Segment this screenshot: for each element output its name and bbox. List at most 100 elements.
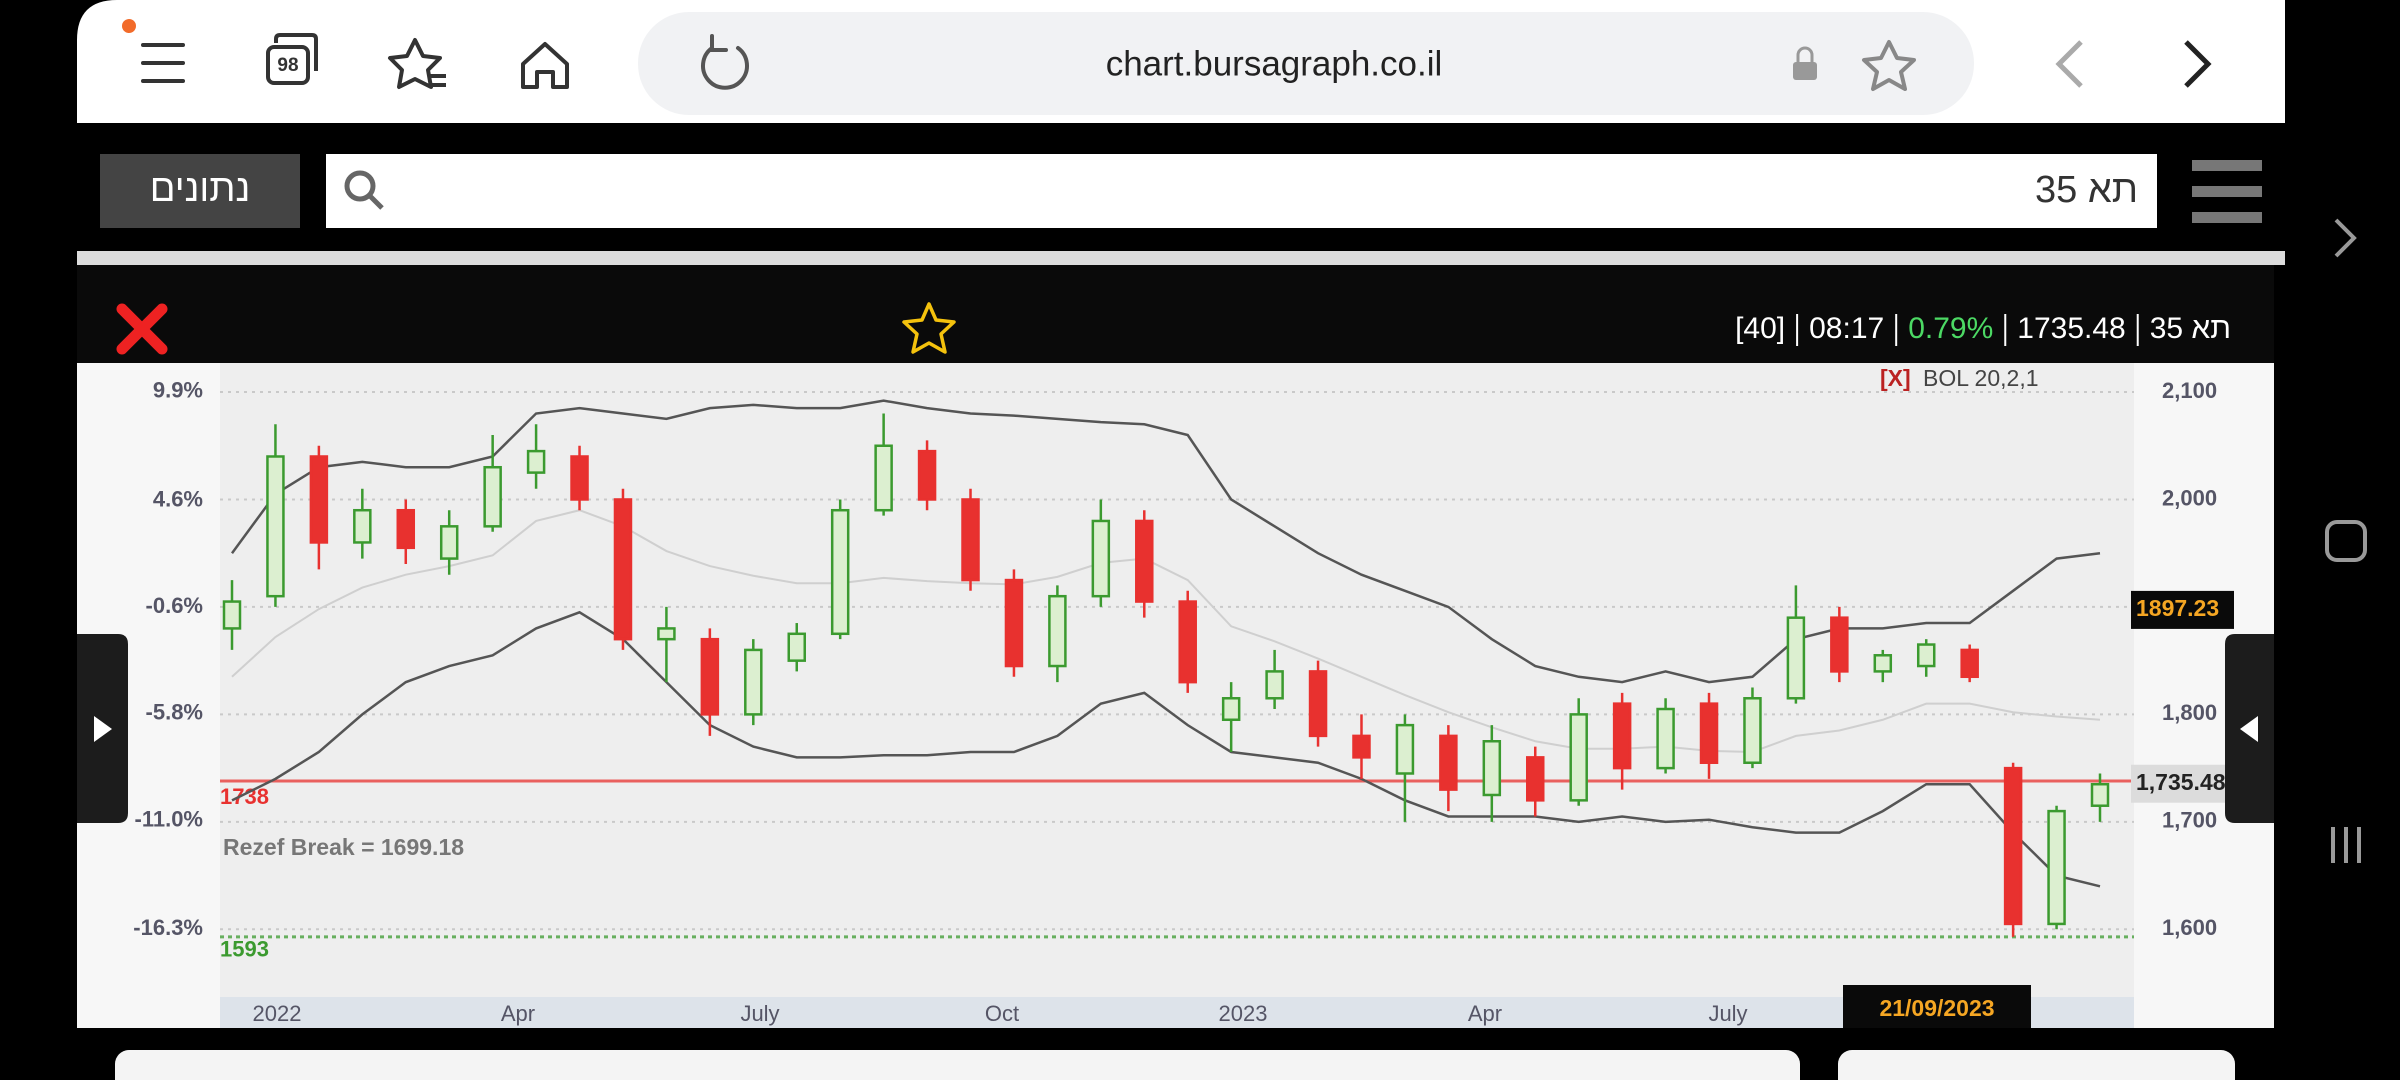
close-chart[interactable]: [116, 303, 168, 355]
indicator-label: BOL 20,2,1: [1923, 365, 2039, 391]
y-tick-label: 2,000: [2162, 485, 2217, 510]
candle-body: [396, 508, 416, 550]
candle-body: [1916, 643, 1936, 668]
quote-change: 0.79%: [1908, 312, 1993, 345]
candle-body: [1048, 594, 1067, 668]
candle-body: [657, 627, 676, 641]
candle-body: [1743, 697, 1762, 764]
candle-body: [917, 449, 937, 501]
favorite-star[interactable]: [902, 302, 956, 354]
cursor-date-box: [1843, 985, 2031, 1028]
quote-time: 08:17: [1809, 312, 1884, 345]
right-tab-arrow: [2240, 716, 2258, 742]
x-tick-label: Apr: [501, 1001, 535, 1026]
candle-body: [1960, 648, 1979, 679]
system-recents[interactable]: [2331, 827, 2361, 863]
left-tab-arrow: [94, 716, 112, 742]
x-tick-label: July: [1708, 1001, 1747, 1026]
back-button[interactable]: [2055, 40, 2083, 88]
y2-tick-label: 9.9%: [153, 378, 203, 403]
lock-icon: [1793, 46, 1817, 80]
tabs-button[interactable]: 98: [266, 33, 318, 85]
data-button[interactable]: [100, 154, 300, 228]
plot: 2,1002,0001,9001,8001,7001,6009.9%4.6%-0…: [133, 365, 2217, 1028]
candle-body: [1352, 734, 1371, 759]
candle-body: [1786, 616, 1806, 700]
x-tick-label: 2022: [253, 1001, 302, 1026]
date-axis: [220, 997, 2134, 1028]
bookmark-star[interactable]: [1862, 40, 1916, 91]
band-lower: [231, 610, 2101, 888]
candle-body: [700, 637, 720, 716]
candle-body: [2090, 782, 2110, 807]
divider: [77, 251, 2285, 265]
url: chart.bursagraph.co.il: [1106, 44, 1443, 83]
candle-body: [526, 449, 546, 474]
candle-body: [570, 455, 589, 501]
home-button[interactable]: [521, 42, 569, 89]
candle-body: [1612, 702, 1632, 770]
bottom-panel: [115, 1050, 1800, 1080]
candle-body: [1308, 670, 1328, 738]
candle-body: [1395, 723, 1415, 775]
candle-body: [1830, 616, 1849, 673]
annotation: Rezef Break = 1699.18: [223, 834, 464, 860]
y-tick-label: 1,700: [2162, 808, 2217, 833]
candle-body: [1178, 600, 1197, 684]
y-tick-label: 1,800: [2162, 700, 2217, 725]
quote-line: תא 35 1735.48 0.79% 08:17 [40]: [1735, 312, 2231, 346]
candle-body: [1526, 756, 1545, 802]
candle-body: [2003, 766, 2023, 926]
band-middle: [231, 509, 2101, 754]
candle-body: [1569, 713, 1588, 802]
chart-header: [77, 265, 2274, 363]
search-box[interactable]: [326, 154, 2157, 228]
level-label: 1738: [220, 784, 269, 809]
candle-body: [1656, 707, 1675, 770]
cursor-date: 21/09/2023: [1879, 995, 1994, 1021]
site-menu[interactable]: [2192, 160, 2262, 223]
forward-button[interactable]: [2184, 40, 2212, 88]
quote-count: [40]: [1735, 312, 1785, 345]
candle-body: [1004, 578, 1024, 668]
candle-body: [1135, 519, 1154, 603]
bookmarks-button[interactable]: [388, 38, 446, 89]
notification-dot: [122, 19, 136, 33]
candle-body: [1482, 740, 1502, 797]
y2-tick-label: 4.6%: [153, 486, 203, 511]
candle-body: [439, 525, 459, 560]
y2-tick-label: -16.3%: [133, 915, 203, 940]
candle-body: [744, 648, 763, 716]
system-next[interactable]: [2334, 218, 2357, 258]
system-home[interactable]: [2325, 520, 2367, 562]
candle-body: [483, 465, 502, 528]
reload-button[interactable]: [701, 34, 749, 90]
price-tag: [2131, 590, 2234, 629]
x-tick-label: July: [740, 1001, 779, 1026]
y-tick-label: 1,600: [2162, 915, 2217, 940]
y2-tick-label: -5.8%: [146, 700, 203, 725]
candle-body: [266, 455, 285, 598]
indicator-close: [X]: [1880, 365, 1911, 391]
candle-body: [309, 455, 329, 544]
price-tags: 1897.23 1,735.48: [2131, 590, 2274, 803]
candle-body: [1873, 654, 1893, 673]
tab-count: 98: [277, 55, 298, 76]
x-tick-label: 2023: [1219, 1001, 1268, 1026]
candle-body: [830, 508, 850, 636]
y-tick-label: 2,100: [2162, 378, 2217, 403]
level-label: 1593: [220, 937, 269, 962]
address-bar[interactable]: [638, 12, 1974, 115]
menu-button[interactable]: [141, 43, 185, 83]
candle-body: [1699, 702, 1719, 764]
search-query: תא 35: [2035, 169, 2138, 211]
candle-body: [222, 600, 242, 630]
candle-body: [1091, 519, 1111, 598]
quote-price: 1735.48: [2017, 312, 2125, 345]
candle-body: [2047, 809, 2066, 926]
candle-body: [874, 444, 893, 512]
candle-body: [1221, 697, 1241, 722]
bottom-panel: [1838, 1050, 2235, 1080]
